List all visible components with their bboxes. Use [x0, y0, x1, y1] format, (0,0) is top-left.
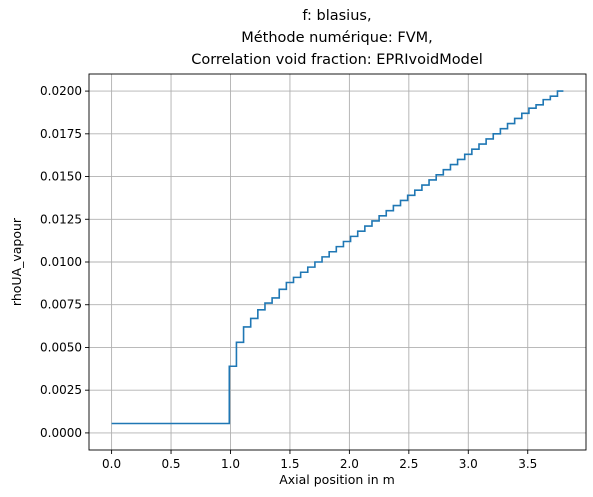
chart-title-line-1: f: blasius,	[302, 8, 371, 24]
x-tick-label: 2.5	[399, 457, 418, 471]
series-line	[112, 91, 564, 423]
y-tick-label: 0.0175	[40, 127, 82, 141]
series-layer	[112, 91, 564, 423]
y-tick-label: 0.0100	[40, 255, 82, 269]
y-axis-label: rhoUA_vapour	[9, 217, 24, 306]
x-axis-label: Axial position in m	[279, 472, 395, 487]
y-tick-label: 0.0150	[40, 170, 82, 184]
x-tick-label: 3.0	[459, 457, 478, 471]
chart-title-line-3: Correlation void fraction: EPRIvoidModel	[191, 52, 483, 68]
y-tick-label: 0.0025	[40, 383, 82, 397]
y-tick-label: 0.0075	[40, 298, 82, 312]
x-tick-label: 1.0	[221, 457, 240, 471]
x-tick-label: 1.5	[280, 457, 299, 471]
grid	[89, 74, 586, 450]
x-tick-label: 0.5	[161, 457, 180, 471]
y-tick-label: 0.0125	[40, 212, 82, 226]
y-tick-label: 0.0050	[40, 340, 82, 354]
x-axis: 0.0 0.5 1.0 1.5 2.0 2.5 3.0 3.5	[102, 450, 537, 471]
x-tick-label: 0.0	[102, 457, 121, 471]
x-tick-label: 2.0	[340, 457, 359, 471]
y-tick-label: 0.0200	[40, 84, 82, 98]
y-axis: 0.0000 0.0025 0.0050 0.0075 0.0100 0.0125 0.01…	[40, 84, 89, 440]
y-tick-label: 0.0000	[40, 426, 82, 440]
chart-title-line-2: Méthode numérique: FVM,	[241, 30, 433, 46]
x-tick-label: 3.5	[518, 457, 537, 471]
